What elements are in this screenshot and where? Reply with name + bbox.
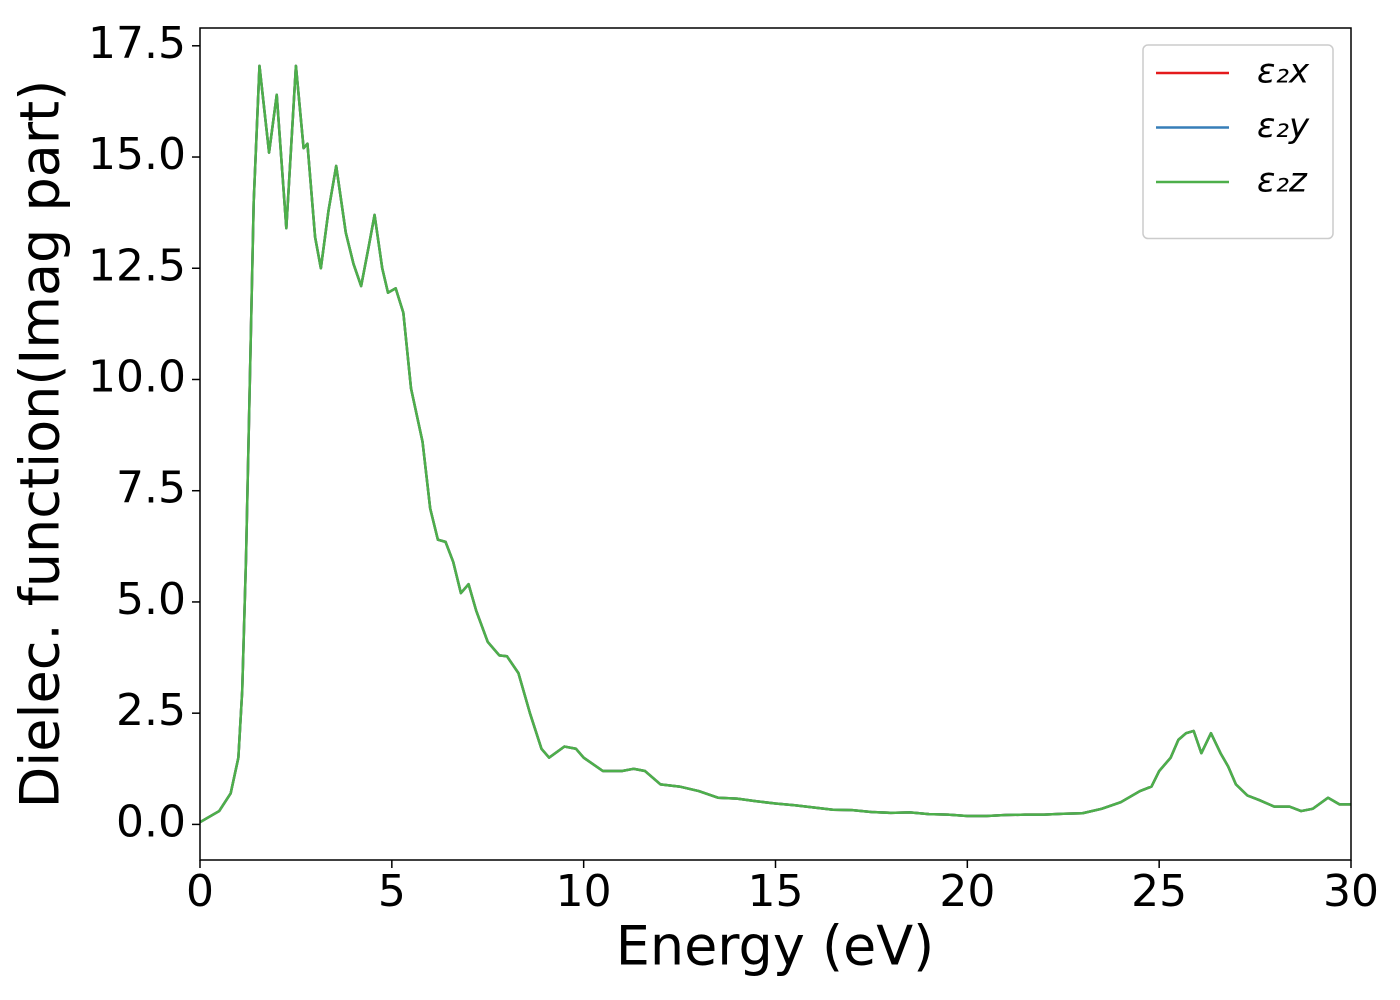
- legend-box: [1142, 44, 1334, 240]
- data-line: [200, 64, 1351, 824]
- y-axis-label: Dielec. function(Imag part): [9, 80, 72, 809]
- x-axis-label: Energy (eV): [616, 915, 935, 978]
- legend-label: ε₂x: [1257, 52, 1310, 92]
- y-tick-label: 7.5: [116, 463, 186, 514]
- y-tick-label: 17.5: [88, 18, 186, 69]
- y-tick-label: 2.5: [116, 685, 186, 736]
- x-tick-label: 25: [1131, 866, 1187, 917]
- y-tick-label: 10.0: [88, 351, 186, 402]
- legend-label: ε₂y: [1257, 106, 1310, 146]
- x-tick-label: 20: [939, 866, 995, 917]
- y-tick-label: 15.0: [88, 129, 186, 180]
- legend-label: ε₂z: [1257, 161, 1308, 201]
- x-tick-label: 15: [748, 866, 804, 917]
- y-tick-label: 12.5: [88, 240, 186, 291]
- x-tick-label: 5: [378, 866, 406, 917]
- x-tick-label: 30: [1323, 866, 1379, 917]
- y-tick-label: 5.0: [116, 574, 186, 625]
- plot-frame: [199, 27, 1352, 861]
- x-tick-label: 0: [186, 866, 214, 917]
- y-tick-label: 0.0: [116, 796, 186, 847]
- x-tick-label: 10: [556, 866, 612, 917]
